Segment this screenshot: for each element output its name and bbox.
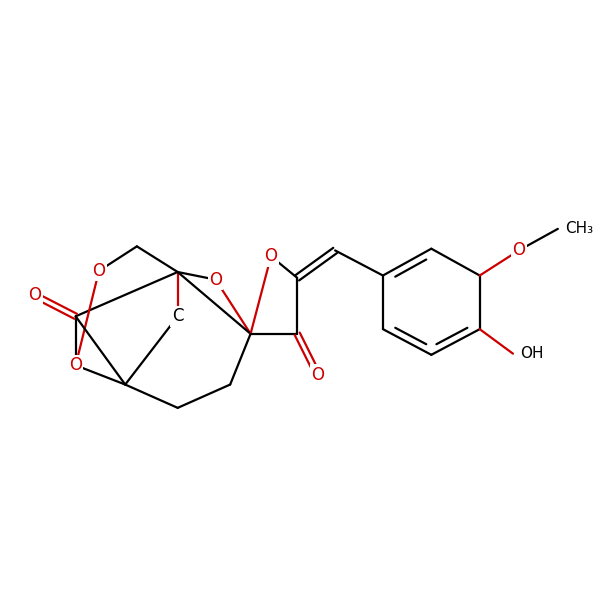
Text: CH₃: CH₃: [565, 221, 593, 236]
Text: O: O: [69, 356, 82, 374]
Text: OH: OH: [520, 346, 544, 361]
Text: O: O: [512, 241, 525, 259]
Text: O: O: [28, 286, 41, 304]
Text: O: O: [265, 247, 277, 265]
Text: O: O: [209, 271, 222, 289]
Text: O: O: [92, 262, 106, 280]
Text: O: O: [171, 307, 184, 325]
Text: O: O: [311, 365, 324, 383]
Text: C: C: [172, 307, 184, 325]
